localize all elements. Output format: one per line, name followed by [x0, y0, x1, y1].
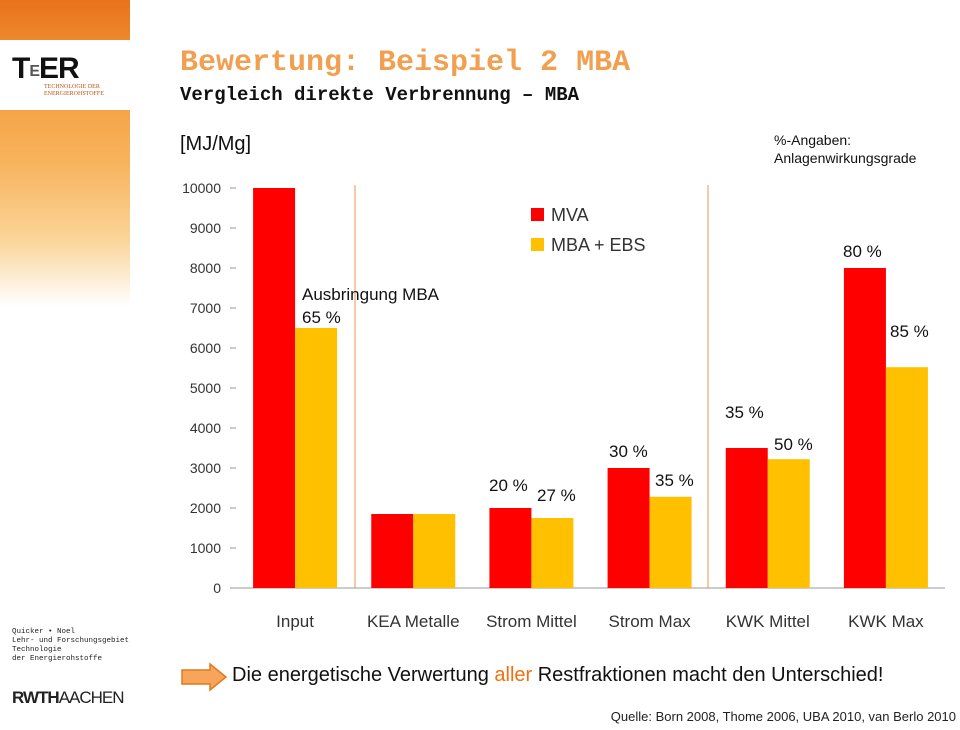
logo: TEER [12, 52, 80, 86]
x-tick-label: Input [276, 612, 314, 631]
legend-label: MVA [551, 205, 589, 225]
title: Bewertung: Beispiel 2 MBA [180, 46, 631, 80]
logo-subtitle: TECHNOLOGIE DER ENERGIEROHSTOFFE [44, 84, 104, 97]
x-tick-label: KWK Mittel [726, 612, 810, 631]
sidebar-line: Technologie [12, 646, 62, 654]
y-tick-label: 4000 [190, 420, 221, 436]
bar [649, 496, 692, 588]
y-tick-label: 1000 [190, 540, 221, 556]
note: %-Angaben: Anlagenwirkungsgrade [774, 132, 917, 166]
annotation: 50 % [774, 435, 813, 454]
logo-background [0, 40, 130, 110]
message-text: Die energetische Verwertung [232, 664, 495, 686]
y-tick-label: 8000 [190, 260, 221, 276]
y-tick-label: 9000 [190, 220, 221, 236]
y-tick-label: 6000 [190, 340, 221, 356]
university-text: RWTH [12, 688, 60, 707]
legend-swatch [531, 238, 544, 251]
chart: 0 1000 2000 3000 4000 5000 6000 7000 8000 9000 100… [182, 180, 945, 631]
y-axis-label: [MJ/Mg] [180, 133, 252, 155]
university-logo: RWTHAACHEN [12, 688, 125, 708]
sidebar-line: Lehr- und Forschungsgebiet [12, 637, 130, 645]
sidebar-line: der Energierohstoffe [12, 655, 103, 663]
subtitle: Vergleich direkte Verbrennung – MBA [180, 84, 580, 106]
sidebar: Quicker • Noel Lehr- und Forschungsgebie… [12, 628, 129, 664]
sidebar-line: Quicker • Noel [12, 628, 76, 636]
bar [253, 188, 296, 588]
bar [885, 367, 928, 588]
annotation: 35 % [655, 471, 694, 490]
legend-label: MBA + EBS [551, 235, 646, 255]
y-tick-label: 5000 [190, 380, 221, 396]
bar [413, 514, 456, 588]
annotation: 80 % [843, 242, 882, 261]
bar [371, 514, 414, 588]
bar [607, 468, 650, 588]
annotation: 65 % [302, 308, 341, 327]
annotation: 30 % [609, 442, 648, 461]
bar [295, 328, 338, 588]
annotation: 27 % [537, 486, 576, 505]
bar [531, 518, 574, 588]
legend-swatch [531, 208, 544, 221]
message-highlight: aller [494, 664, 533, 686]
bar [767, 459, 810, 588]
x-tick-label: Strom Mittel [486, 612, 577, 631]
annotation: 35 % [725, 403, 764, 422]
university-text: AACHEN [58, 688, 125, 707]
logo-text: ER [39, 52, 80, 85]
message-text: Restfraktionen macht den Unterschied! [532, 664, 884, 686]
y-tick-label: 7000 [190, 300, 221, 316]
annotation: 20 % [489, 476, 528, 495]
y-tick-label: 10000 [182, 180, 221, 196]
bar [489, 508, 532, 588]
y-tick-label: 0 [213, 580, 221, 596]
message: Die energetische Verwertung aller Restfr… [232, 664, 883, 687]
bar [843, 268, 886, 588]
y-tick-label: 3000 [190, 460, 221, 476]
x-tick-label: KEA Metalle [367, 612, 460, 631]
source: Quelle: Born 2008, Thome 2006, UBA 2010,… [610, 709, 956, 724]
annotation: Ausbringung MBA [302, 285, 440, 304]
annotation: 85 % [890, 322, 929, 341]
arrow-icon [181, 662, 228, 692]
x-tick-label: Strom Max [608, 612, 691, 631]
x-tick-label: KWK Max [848, 612, 924, 631]
bar [725, 448, 768, 588]
flame-background [0, 0, 130, 730]
y-tick-label: 2000 [190, 500, 221, 516]
logo-text: E [29, 63, 40, 80]
logo-text: T [12, 52, 30, 85]
